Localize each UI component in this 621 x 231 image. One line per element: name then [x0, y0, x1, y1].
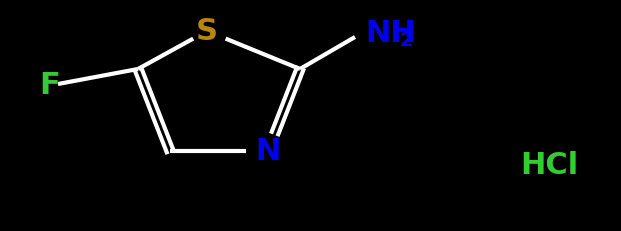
Text: N: N — [255, 137, 281, 166]
Text: 2: 2 — [399, 31, 412, 50]
Text: HCl: HCl — [520, 150, 578, 179]
Text: S: S — [196, 17, 218, 46]
Text: NH: NH — [365, 19, 415, 48]
Text: F: F — [40, 70, 60, 99]
